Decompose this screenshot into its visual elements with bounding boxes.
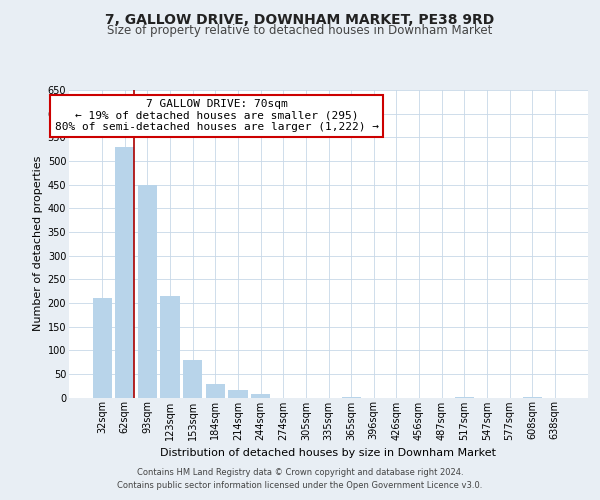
Text: 7, GALLOW DRIVE, DOWNHAM MARKET, PE38 9RD: 7, GALLOW DRIVE, DOWNHAM MARKET, PE38 9R… [106,12,494,26]
Bar [92,298,112,398]
Bar [138,184,157,398]
Text: Contains public sector information licensed under the Open Government Licence v3: Contains public sector information licen… [118,480,482,490]
Bar [341,396,361,398]
Bar [206,384,225,398]
X-axis label: Distribution of detached houses by size in Downham Market: Distribution of detached houses by size … [161,448,497,458]
Bar [115,147,134,398]
Bar [229,390,248,398]
Text: 7 GALLOW DRIVE: 70sqm
← 19% of detached houses are smaller (295)
80% of semi-det: 7 GALLOW DRIVE: 70sqm ← 19% of detached … [55,99,379,132]
Y-axis label: Number of detached properties: Number of detached properties [34,156,43,332]
Bar [183,360,202,398]
Bar [160,296,180,398]
Text: Size of property relative to detached houses in Downham Market: Size of property relative to detached ho… [107,24,493,37]
Text: Contains HM Land Registry data © Crown copyright and database right 2024.: Contains HM Land Registry data © Crown c… [137,468,463,477]
Bar [251,394,270,398]
